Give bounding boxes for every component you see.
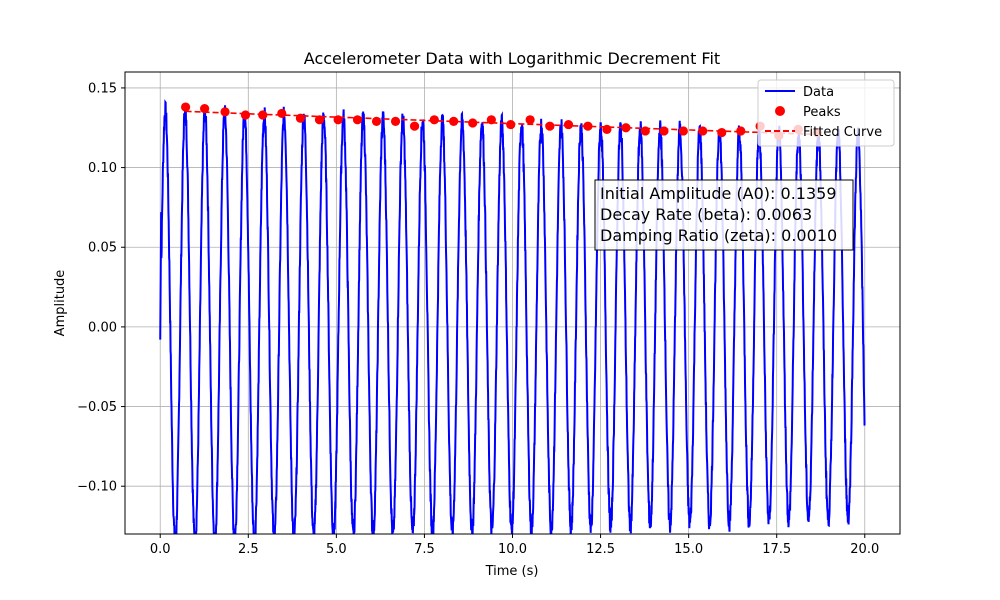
- annotation-line-a0: Initial Amplitude (A0): 0.1359: [600, 184, 837, 203]
- peak-point: [736, 126, 746, 136]
- peak-point: [258, 110, 268, 120]
- x-tick-label: 10.0: [498, 542, 527, 557]
- y-tick-label: 0.15: [88, 81, 117, 96]
- peak-point: [277, 108, 287, 119]
- peak-point: [563, 119, 574, 130]
- x-axis-label: Time (s): [485, 564, 539, 579]
- x-tick-label: 20.0: [850, 542, 879, 557]
- y-tick-label: −0.05: [77, 400, 117, 415]
- chart-title: Accelerometer Data with Logarithmic Decr…: [304, 49, 720, 68]
- x-tick-label: 0.0: [150, 542, 171, 557]
- x-tick-label: 5.0: [326, 542, 347, 557]
- annotation-box: Initial Amplitude (A0): 0.1359 Decay Rat…: [594, 179, 854, 251]
- peak-point: [602, 124, 612, 134]
- series-data-line: [159, 99, 866, 534]
- peak-point: [180, 102, 191, 112]
- peak-point: [371, 116, 382, 126]
- peak-point: [506, 119, 516, 130]
- legend-box: [757, 79, 895, 147]
- y-tick-label: 0.00: [88, 320, 117, 335]
- ticks: 0.0 2.5 5.0 7.5 10.0 12.5 15.0 17.5 20.0 −0.10 −0.…: [77, 81, 879, 557]
- peak-point: [429, 115, 439, 125]
- legend-label-data: Data: [803, 85, 834, 100]
- x-tick-label: 15.0: [674, 542, 703, 557]
- peak-point: [468, 118, 478, 128]
- peak-point: [640, 126, 650, 136]
- x-tick-label: 17.5: [762, 542, 791, 557]
- peak-point: [525, 115, 535, 125]
- peak-point: [409, 121, 420, 131]
- peak-point: [333, 115, 343, 125]
- x-tick-label: 7.5: [414, 542, 435, 557]
- peak-point: [220, 107, 230, 117]
- peak-point: [678, 126, 688, 136]
- peak-point: [449, 116, 459, 126]
- peak-point: [390, 116, 401, 126]
- annotation-line-zeta: Damping Ratio (zeta): 0.0010: [600, 226, 837, 245]
- series-fitted-curve: [185, 110, 818, 136]
- peak-point: [200, 104, 210, 114]
- y-tick-label: 0.10: [88, 161, 117, 176]
- peak-point: [314, 115, 325, 125]
- peak-point: [621, 123, 631, 133]
- peak-point: [486, 115, 496, 125]
- peak-point: [698, 126, 708, 136]
- y-tick-label: −0.10: [77, 480, 117, 495]
- peak-point: [583, 121, 593, 131]
- peak-point: [717, 127, 727, 138]
- peak-point: [295, 113, 306, 123]
- peak-point: [352, 115, 363, 125]
- x-tick-label: 2.5: [238, 542, 259, 557]
- peak-point: [240, 110, 251, 120]
- peak-point: [659, 126, 669, 136]
- legend-label-fit: Fitted Curve: [803, 125, 882, 140]
- legend-label-peaks: Peaks: [803, 105, 841, 120]
- peak-point: [545, 121, 555, 131]
- y-tick-label: 0.05: [88, 241, 117, 256]
- annotation-line-beta: Decay Rate (beta): 0.0063: [600, 205, 812, 224]
- legend: Data Peaks Fitted Curve: [757, 79, 895, 147]
- y-axis-label: Amplitude: [53, 270, 68, 337]
- legend-swatch-peaks: [775, 106, 785, 116]
- x-tick-label: 12.5: [586, 542, 615, 557]
